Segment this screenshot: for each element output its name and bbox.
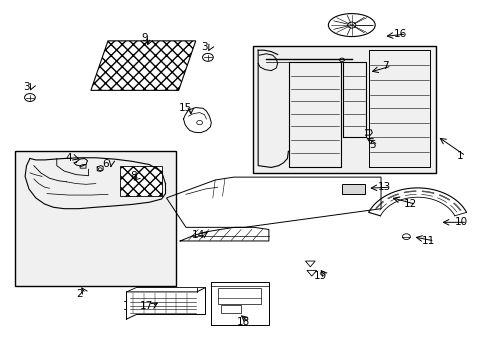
Text: 18: 18	[236, 318, 250, 327]
Text: 8: 8	[130, 171, 136, 181]
Text: 12: 12	[403, 199, 416, 210]
Text: 6: 6	[102, 159, 109, 169]
Text: 1: 1	[456, 151, 463, 161]
Bar	[341, 184, 365, 194]
Text: 9: 9	[142, 33, 148, 42]
Text: 17: 17	[139, 301, 152, 311]
Text: 13: 13	[378, 182, 391, 192]
Text: 15: 15	[178, 103, 191, 113]
Bar	[221, 305, 240, 313]
Text: 14: 14	[191, 230, 204, 239]
Polygon shape	[91, 41, 195, 90]
Text: 5: 5	[368, 140, 375, 150]
Text: 4: 4	[65, 153, 72, 163]
Text: 16: 16	[393, 29, 407, 39]
Text: 2: 2	[76, 289, 83, 299]
Text: 3: 3	[22, 82, 29, 92]
Text: 3: 3	[201, 42, 207, 52]
Polygon shape	[120, 166, 161, 196]
Text: 7: 7	[382, 61, 388, 71]
Text: 19: 19	[313, 271, 326, 281]
Text: 11: 11	[421, 236, 434, 246]
FancyBboxPatch shape	[15, 151, 176, 286]
Bar	[217, 288, 260, 304]
Text: 10: 10	[454, 217, 467, 227]
FancyBboxPatch shape	[253, 45, 435, 173]
